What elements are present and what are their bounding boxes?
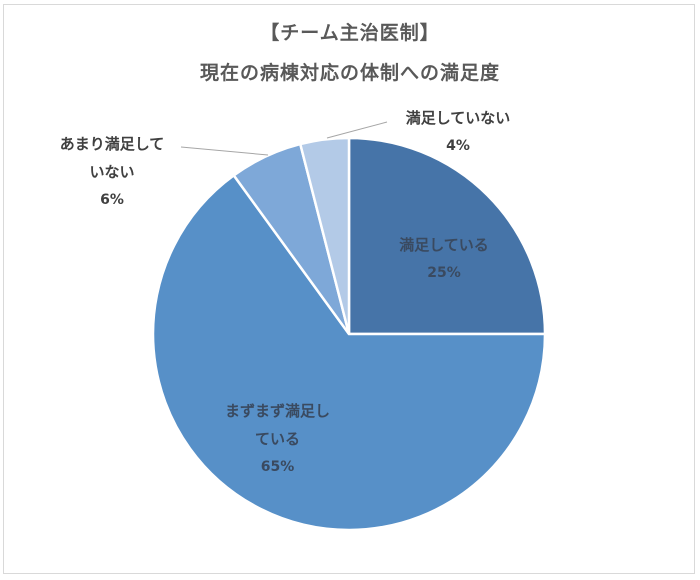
label-not-very-pct: 6%: [100, 192, 124, 208]
leader-line-not: [326, 121, 388, 139]
label-not-pct: 4%: [446, 138, 470, 154]
leader-line-not-very: [180, 146, 269, 156]
chart-title-line1: 【チーム主治医制】: [260, 22, 440, 44]
label-not-very-name-2: いない: [89, 163, 135, 181]
slice-mostly-satisfied[interactable]: [151, 173, 547, 532]
label-satisfied: 満足している 25%: [386, 231, 502, 287]
label-not-very-name-1: あまり満足して: [59, 135, 165, 153]
label-mostly-pct: 65%: [260, 459, 295, 475]
label-mostly-satisfied: まずまず満足し ている 65%: [205, 397, 350, 481]
label-not-satisfied: 満足していない 4%: [388, 104, 528, 160]
label-not-name: 満足していない: [405, 109, 511, 127]
label-not-very-satisfied: あまり満足して いない 6%: [42, 130, 182, 214]
label-mostly-name-1: まずまず満足し: [224, 402, 330, 420]
label-satisfied-name: 満足している: [399, 236, 489, 254]
chart-title-line2: 現在の病棟対応の体制への満足度: [199, 62, 500, 84]
slice-not-satisfied[interactable]: [298, 136, 351, 335]
label-satisfied-pct: 25%: [427, 265, 461, 281]
slice-satisfied[interactable]: [347, 136, 547, 336]
label-mostly-name-2: ている: [254, 430, 300, 448]
